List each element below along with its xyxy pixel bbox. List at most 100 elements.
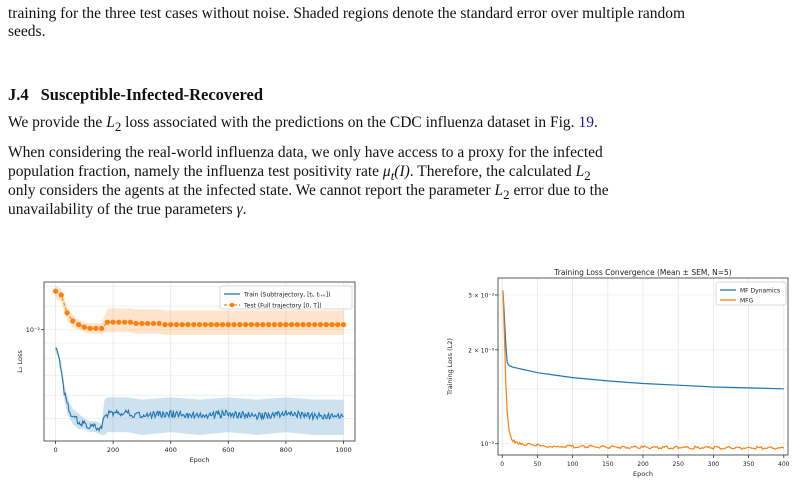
- series-line: [502, 290, 784, 390]
- data-point: [335, 322, 341, 328]
- data-point: [93, 325, 99, 332]
- x-axis-label: Epoch: [633, 470, 653, 478]
- x-tick-label: 200: [107, 446, 119, 454]
- data-point: [202, 322, 208, 328]
- legend-entry: MF Dynamics: [740, 288, 780, 295]
- data-point: [98, 325, 105, 332]
- paragraph-2-line-4: unavailability of the true parameters γ.: [8, 201, 247, 218]
- y-tick-label: 3 × 10⁻³: [468, 292, 494, 299]
- data-point: [70, 318, 76, 324]
- x-tick-label: 150: [602, 461, 614, 468]
- data-point: [323, 322, 329, 328]
- data-point: [254, 322, 260, 328]
- data-point: [133, 320, 139, 327]
- data-point: [122, 319, 128, 325]
- data-point: [173, 322, 180, 328]
- data-point: [312, 322, 318, 328]
- data-point: [87, 325, 93, 332]
- data-point: [179, 322, 185, 328]
- data-point: [185, 322, 191, 328]
- y-axis-label: Training Loss (L2): [446, 338, 454, 396]
- figure-reference-link[interactable]: 19: [578, 114, 594, 131]
- caption-line-2: seeds.: [8, 23, 46, 40]
- legend-entry: MFG: [740, 298, 754, 305]
- section-number: J.4: [8, 85, 29, 104]
- data-point: [58, 292, 64, 298]
- x-tick-label: 400: [778, 461, 790, 468]
- series-line: [502, 290, 785, 451]
- legend-box: [219, 285, 353, 310]
- x-tick-label: 400: [164, 446, 176, 454]
- paragraph-2-line-3: only considers the agents at the infecte…: [8, 182, 609, 203]
- data-point: [283, 322, 289, 328]
- data-point: [75, 322, 82, 328]
- data-point: [300, 322, 306, 328]
- data-point: [104, 319, 110, 325]
- paragraph-2-line-1: When considering the real-world influenz…: [8, 144, 603, 161]
- data-point: [231, 322, 237, 328]
- data-point: [306, 322, 312, 328]
- data-point: [145, 320, 151, 327]
- data-point: [168, 322, 174, 328]
- y-tick-label: 2 × 10⁻³: [468, 347, 494, 354]
- series-error-band: [55, 346, 344, 435]
- data-point: [317, 322, 324, 328]
- data-point: [219, 322, 226, 328]
- x-tick-label: 350: [743, 461, 755, 468]
- data-point: [81, 324, 87, 330]
- data-point: [208, 322, 214, 328]
- data-point: [110, 319, 116, 325]
- series-error-band: [55, 285, 344, 335]
- data-point: [127, 319, 133, 325]
- data-point: [156, 320, 162, 327]
- caption-line-1: training for the three test cases withou…: [8, 5, 686, 22]
- data-point: [242, 322, 249, 328]
- legend-entry: Train (Subtrajectory, [tᵢ, tᵢ₊ₖ]): [243, 292, 330, 299]
- x-tick-label: 1000: [335, 446, 352, 454]
- data-point: [237, 322, 243, 328]
- data-point: [196, 322, 203, 328]
- x-tick-label: 250: [672, 461, 684, 468]
- legend-box: [715, 281, 787, 306]
- data-point: [214, 322, 220, 328]
- data-point: [150, 320, 157, 327]
- plot-frame: [43, 281, 356, 442]
- data-point: [248, 322, 254, 328]
- data-point: [191, 322, 197, 328]
- chart-title: Training Loss Convergence (Mean ± SEM, N…: [553, 268, 731, 277]
- x-tick-label: 200: [637, 461, 649, 468]
- x-tick-label: 50: [534, 461, 542, 468]
- y-tick-label: 10⁻²: [26, 326, 41, 334]
- data-point: [139, 320, 145, 327]
- series-line: [55, 347, 344, 433]
- data-point: [294, 322, 301, 328]
- x-tick-label: 300: [708, 461, 720, 468]
- training-loss-convergence-chart: 0 50 100 150 200 250 300 350 400 3 × 10⁻³ 2 × 10⁻³…: [446, 268, 790, 478]
- x-axis-label: Epoch: [190, 456, 210, 464]
- train-test-loss-chart: 0 200 400 600 800 1000 10⁻² Epoch L₂ Loss Train (…: [16, 281, 356, 464]
- x-tick-label: 0: [500, 461, 504, 468]
- legend-entry: Test (Full trajectory [0, T]): [243, 303, 322, 310]
- section-title: Susceptible-Infected-Recovered: [40, 85, 264, 104]
- y-axis-label: L₂ Loss: [16, 350, 24, 373]
- data-point: [64, 310, 70, 316]
- paragraph-1: We provide the L2 loss associated with t…: [8, 114, 598, 135]
- data-point: [225, 322, 231, 328]
- data-point: [289, 322, 295, 328]
- x-tick-label: 800: [280, 446, 292, 454]
- data-point: [52, 288, 59, 294]
- legend-marker: [229, 302, 235, 308]
- data-point: [277, 322, 283, 328]
- x-tick-label: 100: [567, 461, 579, 468]
- paragraph-2-line-2: population fraction, namely the influenz…: [8, 163, 591, 184]
- y-tick-label: 10⁻³: [481, 441, 495, 448]
- data-point: [271, 322, 277, 328]
- data-point: [266, 322, 272, 328]
- section-heading: J.4 Susceptible-Infected-Recovered: [8, 85, 263, 105]
- data-point: [329, 322, 335, 328]
- x-tick-label: 0: [53, 446, 57, 454]
- data-point: [260, 322, 266, 328]
- data-point: [162, 322, 168, 328]
- data-point: [340, 322, 347, 328]
- data-point: [116, 319, 122, 325]
